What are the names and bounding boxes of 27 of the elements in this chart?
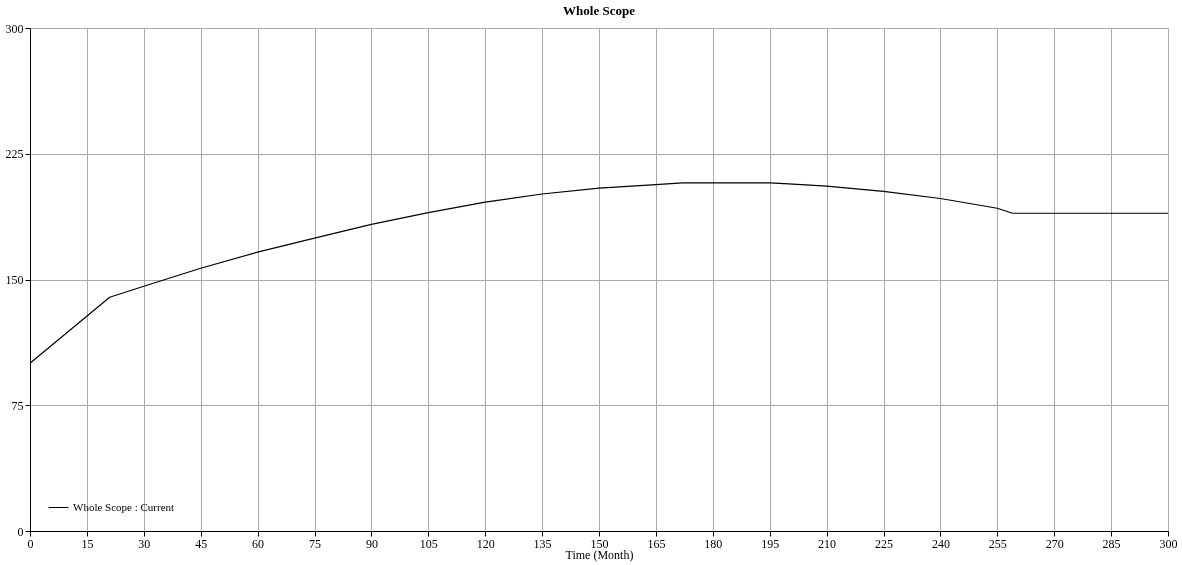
x-tick-label: 300 xyxy=(1159,536,1178,551)
y-tick-label: 150 xyxy=(5,273,24,287)
x-tick-label: 0 xyxy=(27,536,34,551)
x-tick-label: 225 xyxy=(875,536,893,551)
x-tick-label: 195 xyxy=(761,536,780,551)
legend-label: Whole Scope : Current xyxy=(73,500,175,513)
x-tick-label: 120 xyxy=(476,536,495,551)
x-tick-label: 210 xyxy=(818,536,837,551)
x-tick-label: 60 xyxy=(252,536,265,551)
y-tick-label: 225 xyxy=(5,147,24,162)
x-tick-label: 255 xyxy=(988,536,1007,551)
x-tick-label: 105 xyxy=(419,536,438,551)
y-tick-label: 300 xyxy=(5,21,24,36)
x-tick-label: 270 xyxy=(1045,536,1064,551)
x-tick-label: 90 xyxy=(365,536,378,551)
x-tick-label: 240 xyxy=(931,536,950,551)
x-tick-label: 75 xyxy=(309,536,321,551)
x-tick-label: 285 xyxy=(1102,536,1121,551)
x-tick-label: 30 xyxy=(138,536,151,551)
y-tick-label: 75 xyxy=(11,398,24,413)
x-tick-label: 180 xyxy=(704,536,723,551)
chart-title: Whole Scope xyxy=(563,3,636,18)
y-tick-label: 0 xyxy=(17,524,24,539)
x-tick-label: 165 xyxy=(647,536,666,551)
x-tick-label: 135 xyxy=(533,536,552,551)
x-tick-label: 45 xyxy=(195,536,208,551)
x-tick-label: 15 xyxy=(81,536,94,551)
